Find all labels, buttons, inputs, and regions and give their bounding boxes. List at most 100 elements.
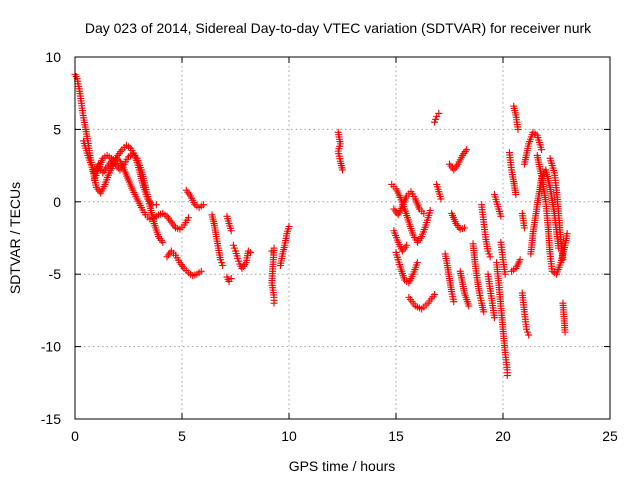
data-point — [339, 166, 346, 174]
series-arc-19 — [441, 250, 458, 306]
series-arc-25 — [490, 191, 505, 220]
data-point — [563, 230, 571, 238]
data-point — [490, 314, 498, 322]
data-point — [450, 298, 458, 306]
data-point — [484, 247, 492, 255]
data-point — [497, 212, 505, 220]
data-point — [516, 256, 524, 264]
y-tick-label: -10 — [41, 339, 61, 355]
series-arc-10 — [276, 222, 293, 270]
series-arc-7 — [223, 212, 235, 285]
series-arc-32 — [520, 128, 546, 168]
data-point — [525, 331, 533, 339]
plot-frame — [74, 56, 611, 420]
series-arc-15 — [390, 227, 411, 255]
series-arc-8 — [229, 241, 254, 272]
series-arc-14 — [392, 248, 421, 287]
data-point — [246, 248, 254, 256]
series-arc-13 — [390, 188, 428, 219]
series-arc-3 — [80, 137, 160, 209]
data-points — [71, 70, 571, 380]
data-point — [219, 262, 227, 270]
series-arc-4 — [163, 247, 205, 280]
data-point — [480, 308, 488, 316]
series-arc-24 — [484, 270, 498, 322]
x-tick-label: 10 — [281, 428, 297, 444]
y-tick-label: 5 — [53, 121, 61, 137]
data-point — [501, 270, 509, 278]
data-point — [159, 238, 167, 246]
data-point — [229, 241, 237, 249]
data-point — [197, 267, 205, 275]
data-point — [227, 227, 235, 235]
x-tick-label: 5 — [178, 428, 186, 444]
data-point — [227, 275, 235, 283]
axis-ticks — [74, 56, 611, 420]
series-arc-27 — [497, 238, 509, 278]
data-point — [431, 290, 439, 298]
x-tick-label: 15 — [388, 428, 404, 444]
series-arc-35 — [546, 154, 567, 264]
series-arc-26 — [493, 259, 511, 380]
data-point — [485, 250, 493, 258]
data-point — [217, 256, 225, 264]
data-point — [460, 224, 468, 232]
data-point — [184, 214, 192, 222]
data-point — [512, 191, 520, 199]
series-arc-22 — [469, 240, 488, 316]
data-point — [413, 259, 421, 267]
series-arc-9 — [268, 244, 278, 307]
data-point — [230, 244, 238, 252]
data-point — [199, 201, 207, 209]
series-arc-16 — [405, 290, 439, 313]
data-point — [538, 146, 546, 154]
data-point — [465, 302, 473, 310]
data-point — [514, 125, 522, 133]
x-tick-label: 0 — [71, 428, 79, 444]
series-arc-17 — [431, 109, 443, 126]
series-arc-23 — [478, 201, 494, 261]
data-point — [432, 115, 440, 123]
series-arc-28 — [505, 149, 520, 199]
data-point — [486, 253, 494, 261]
data-point — [437, 195, 445, 203]
x-tick-label: 20 — [495, 428, 511, 444]
series-arc-6 — [208, 211, 227, 270]
data-point — [218, 259, 226, 267]
data-point — [559, 256, 567, 264]
y-tick-label: -5 — [49, 266, 62, 282]
data-point — [520, 224, 528, 232]
data-point — [420, 209, 428, 217]
x-tick-label: 25 — [602, 428, 618, 444]
y-tick-label: -15 — [41, 411, 61, 427]
series-arc-18 — [433, 180, 445, 203]
series-arc-29 — [510, 102, 522, 133]
data-point — [435, 109, 443, 117]
data-point — [152, 201, 160, 209]
y-axis-label: SDTVAR / TECUs — [7, 182, 23, 294]
chart-title: Day 023 of 2014, Sidereal Day-to-day VTE… — [85, 20, 592, 36]
data-point — [426, 206, 434, 214]
data-point — [431, 118, 439, 126]
data-point — [503, 372, 511, 380]
y-tick-label: 10 — [45, 49, 61, 65]
series-arc-20 — [446, 146, 471, 233]
data-point — [234, 254, 242, 262]
data-point — [285, 222, 293, 230]
series-arc-11 — [334, 128, 346, 174]
series-arc-31 — [518, 289, 533, 339]
y-tick-labels: -15 -10 -5 0 5 10 — [41, 49, 61, 427]
data-point — [463, 146, 471, 154]
data-point — [523, 325, 531, 333]
series-arc-5 — [182, 186, 207, 212]
data-point — [270, 299, 278, 307]
x-axis-label: GPS time / hours — [289, 458, 396, 474]
series-arc-21 — [456, 267, 473, 310]
x-tick-labels: 0 5 10 15 20 25 — [71, 428, 618, 444]
data-point — [403, 241, 411, 249]
data-point — [235, 257, 243, 265]
data-point — [524, 328, 532, 336]
series-arc-30 — [508, 209, 528, 275]
